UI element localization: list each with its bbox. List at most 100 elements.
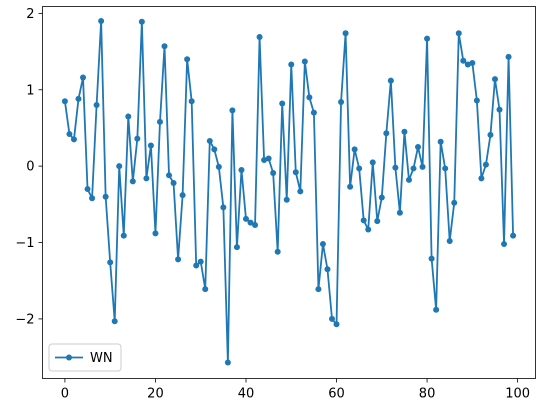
- data-point: [473, 97, 480, 104]
- data-point: [61, 98, 68, 105]
- data-point: [487, 131, 494, 138]
- data-point: [392, 164, 399, 171]
- data-point: [279, 100, 286, 107]
- data-point: [288, 61, 295, 68]
- x-tick-label: 40: [238, 387, 255, 402]
- data-point: [338, 98, 345, 105]
- legend-label: WN: [90, 351, 113, 366]
- data-point: [347, 183, 354, 190]
- data-point: [147, 142, 154, 149]
- data-point: [152, 230, 159, 237]
- data-point: [70, 136, 77, 143]
- data-point: [215, 163, 222, 170]
- data-point: [496, 106, 503, 113]
- x-tick-label: 0: [61, 387, 69, 402]
- data-point: [478, 175, 485, 182]
- y-tick-label: 0: [26, 160, 34, 175]
- data-point: [274, 248, 281, 255]
- data-point: [369, 159, 376, 166]
- data-point: [247, 219, 254, 226]
- data-point: [66, 131, 73, 138]
- data-point: [242, 215, 249, 222]
- series-line: [64, 20, 514, 364]
- data-point: [256, 34, 263, 41]
- data-point: [306, 94, 313, 101]
- x-tick-label: 80: [419, 387, 436, 402]
- data-point: [292, 169, 299, 176]
- data-point: [365, 226, 372, 233]
- data-point: [419, 163, 426, 170]
- data-point: [270, 170, 277, 177]
- series-layer: [61, 18, 517, 366]
- data-point: [138, 18, 145, 25]
- y-tick-label: −2: [15, 312, 34, 327]
- data-point: [93, 102, 100, 109]
- data-point: [356, 165, 363, 172]
- data-point: [156, 118, 163, 125]
- data-point: [229, 107, 236, 114]
- data-point: [220, 204, 227, 211]
- data-point: [301, 58, 308, 65]
- data-point: [283, 196, 290, 203]
- data-point: [202, 286, 209, 293]
- data-point: [197, 258, 204, 265]
- data-point: [170, 179, 177, 186]
- data-point: [175, 256, 182, 263]
- y-tick-label: −1: [15, 236, 34, 251]
- data-point: [442, 165, 449, 172]
- data-point: [401, 128, 408, 135]
- data-point: [324, 266, 331, 273]
- data-point: [415, 144, 422, 151]
- data-point: [329, 315, 336, 322]
- data-point: [134, 135, 141, 142]
- data-point: [116, 163, 123, 170]
- data-point: [455, 30, 462, 37]
- data-point: [129, 178, 136, 185]
- data-point: [351, 146, 358, 153]
- data-point: [383, 130, 390, 137]
- data-point: [410, 165, 417, 172]
- axis-ticks: 0 20 40 60 80 100 −2 −1 0 1 2: [15, 7, 530, 402]
- data-point: [233, 244, 240, 251]
- data-point: [460, 57, 467, 64]
- plot-frame: [42, 6, 536, 379]
- y-tick-label: 1: [26, 83, 34, 98]
- data-point: [265, 155, 272, 162]
- data-point: [98, 18, 105, 25]
- data-point: [211, 146, 218, 153]
- data-point: [224, 359, 231, 366]
- data-point: [80, 74, 87, 81]
- data-point: [75, 95, 82, 102]
- data-point: [297, 188, 304, 195]
- data-point: [451, 199, 458, 206]
- legend-point-marker: [66, 354, 72, 361]
- data-point: [469, 60, 476, 67]
- data-point: [501, 241, 508, 248]
- data-point: [193, 262, 200, 269]
- data-point: [405, 176, 412, 183]
- data-point: [319, 241, 326, 248]
- data-point: [310, 109, 317, 116]
- x-tick-label: 60: [328, 387, 345, 402]
- y-tick-label: 2: [26, 7, 34, 22]
- data-point: [84, 186, 91, 193]
- data-point: [184, 56, 191, 63]
- legend-box: [48, 343, 122, 372]
- data-point: [107, 259, 114, 266]
- data-point: [125, 113, 132, 120]
- x-tick-label: 100: [505, 387, 530, 402]
- data-point: [446, 238, 453, 245]
- data-point: [510, 232, 517, 239]
- data-point: [238, 166, 245, 173]
- data-point: [433, 306, 440, 313]
- data-point: [387, 77, 394, 84]
- x-tick-label: 20: [147, 387, 164, 402]
- data-point: [378, 194, 385, 201]
- data-point: [206, 137, 213, 144]
- data-point: [437, 138, 444, 145]
- data-point: [252, 221, 259, 228]
- data-point: [261, 157, 268, 164]
- data-point: [161, 43, 168, 50]
- data-point: [360, 217, 367, 224]
